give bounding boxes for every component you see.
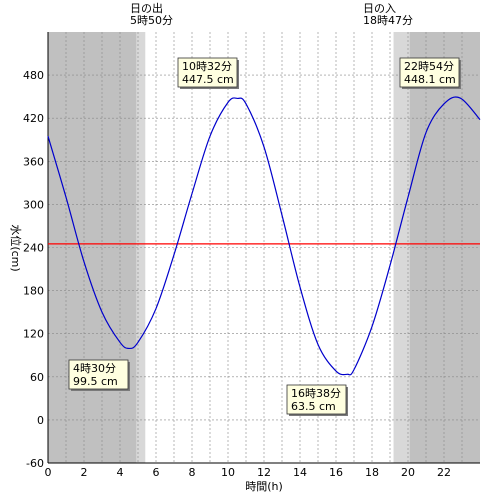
y-tick-label: 120: [23, 328, 44, 341]
y-tick-label: 180: [23, 285, 44, 298]
annotation-level: 447.5 cm: [182, 73, 234, 86]
x-tick-label: 0: [45, 466, 52, 479]
sunrise-time: 5時50分: [130, 14, 173, 27]
y-tick-label: 360: [23, 155, 44, 168]
tide-level-line: [47, 96, 481, 376]
x-tick-label: 4: [117, 466, 124, 479]
y-tick-label: 60: [30, 371, 44, 384]
y-tick-label: 300: [23, 198, 44, 211]
annotation-time: 16時38分: [291, 387, 341, 400]
y-axis-label: 水位(cm): [9, 224, 23, 271]
annotation-level: 63.5 cm: [291, 400, 336, 413]
x-tick-label: 14: [293, 466, 307, 479]
sunset-time: 18時47分: [363, 14, 413, 27]
x-tick-label: 20: [401, 466, 415, 479]
annotation-time: 22時54分: [404, 60, 454, 73]
annotation-level: 448.1 cm: [404, 73, 456, 86]
y-tick-label: 420: [23, 112, 44, 125]
sunset-label: 日の入: [363, 2, 396, 15]
annotation-level: 99.5 cm: [73, 375, 118, 388]
annotation-time: 4時30分: [73, 362, 116, 375]
y-tick-label: 480: [23, 69, 44, 82]
x-tick-label: 16: [329, 466, 343, 479]
annotation-time: 10時32分: [182, 60, 232, 73]
annotation-box: [68, 359, 129, 390]
y-tick-label: 240: [23, 242, 44, 255]
x-tick-label: 10: [221, 466, 235, 479]
x-tick-label: 18: [365, 466, 379, 479]
x-axis-label: 時間(h): [245, 480, 283, 493]
annotation-box: [286, 384, 347, 415]
x-tick-label: 8: [189, 466, 196, 479]
y-tick-label: -60: [26, 457, 44, 470]
annotation-box: [177, 57, 238, 88]
annotation-box: [399, 57, 460, 88]
x-tick-label: 22: [437, 466, 451, 479]
x-tick-label: 12: [257, 466, 271, 479]
x-tick-label: 2: [81, 466, 88, 479]
y-tick-label: 0: [37, 414, 44, 427]
x-tick-label: 6: [153, 466, 160, 479]
sunrise-label: 日の出: [130, 1, 163, 15]
